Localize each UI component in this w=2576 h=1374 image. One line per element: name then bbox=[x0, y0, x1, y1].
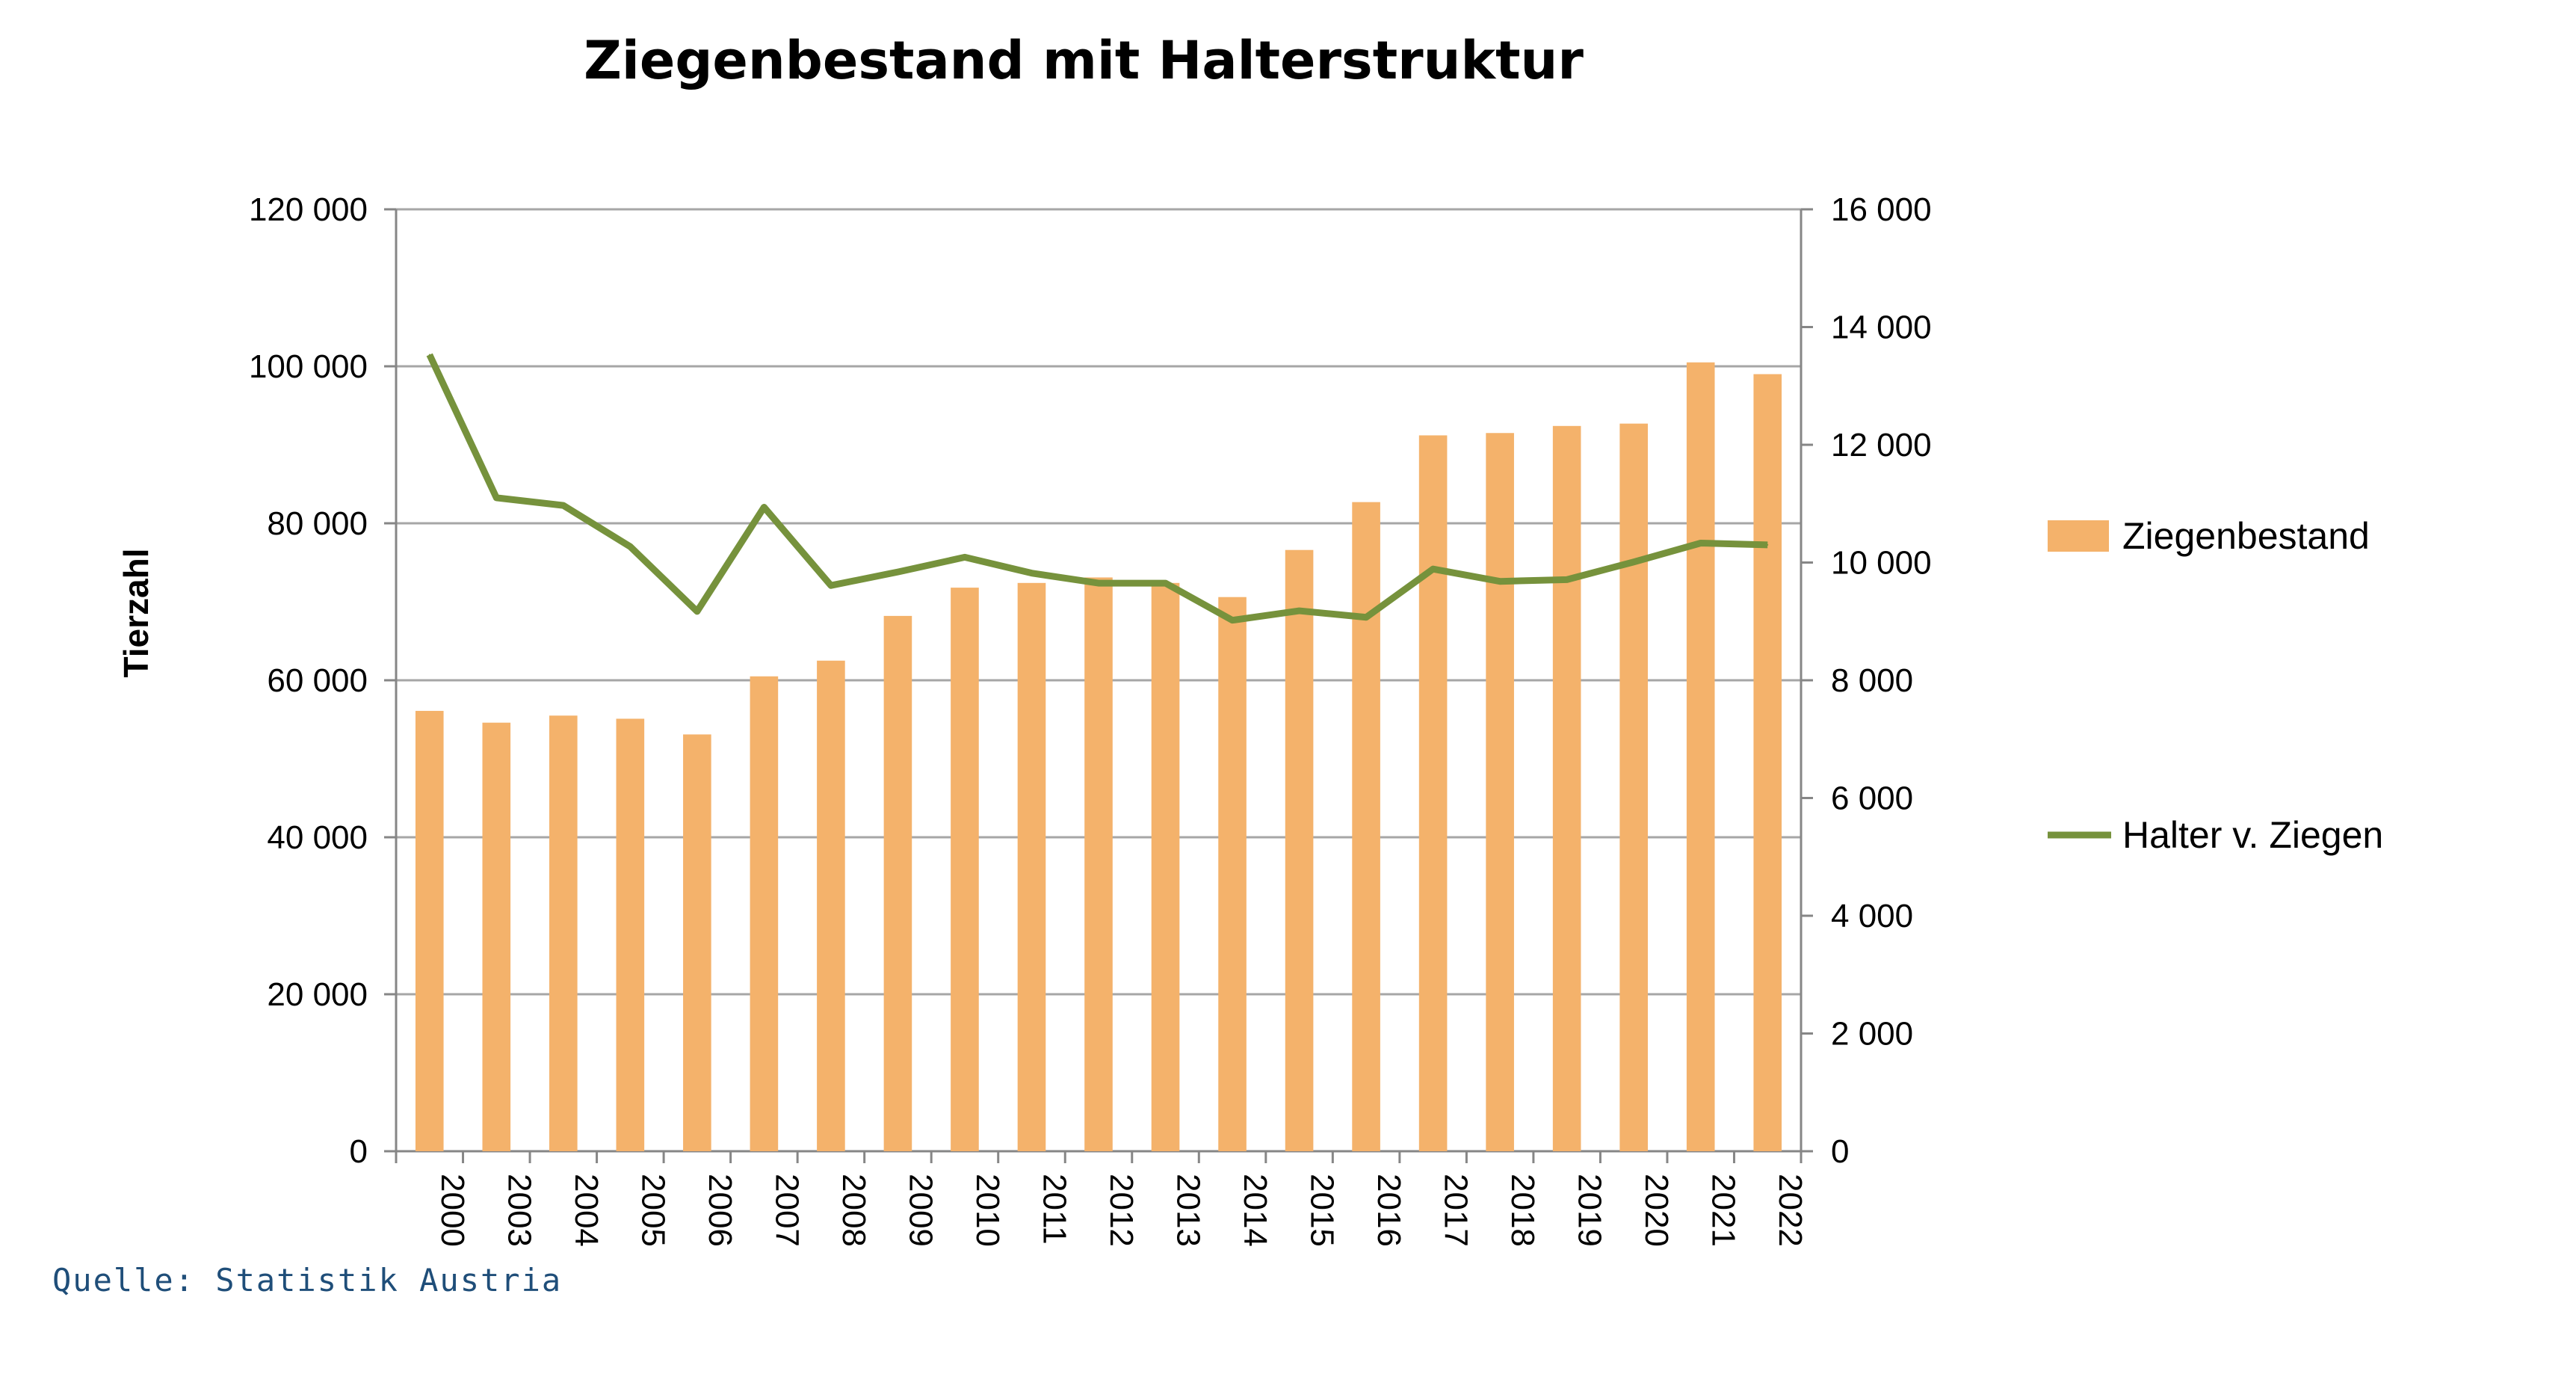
x-tick-label: 2005 bbox=[634, 1174, 671, 1247]
bar bbox=[1552, 425, 1581, 1151]
bar bbox=[1352, 502, 1380, 1151]
y-axis-label: Tierzahl bbox=[117, 549, 155, 678]
bar bbox=[616, 718, 645, 1151]
x-tick-label: 2012 bbox=[1103, 1174, 1140, 1247]
bar bbox=[1151, 582, 1180, 1151]
line-point bbox=[629, 546, 631, 548]
bar bbox=[415, 710, 444, 1151]
bar bbox=[883, 615, 912, 1151]
bar bbox=[951, 588, 979, 1151]
x-tick-label: 2020 bbox=[1638, 1174, 1675, 1247]
bar bbox=[482, 722, 511, 1151]
x-tick-label: 2022 bbox=[1772, 1174, 1809, 1247]
x-tick-label: 2019 bbox=[1572, 1174, 1608, 1247]
y2-tick-label: 12 000 bbox=[1831, 427, 1932, 463]
line-point bbox=[562, 505, 564, 507]
line-point bbox=[1566, 579, 1568, 581]
bar bbox=[1753, 374, 1782, 1151]
bar bbox=[1084, 577, 1113, 1151]
x-tick-label: 2010 bbox=[969, 1174, 1006, 1247]
x-tick-label: 2017 bbox=[1438, 1174, 1474, 1247]
line-point bbox=[963, 556, 966, 558]
x-tick-label: 2003 bbox=[501, 1174, 537, 1247]
line-point bbox=[830, 585, 832, 587]
y-tick-label: 100 000 bbox=[249, 348, 368, 385]
y2-tick-label: 14 000 bbox=[1831, 309, 1932, 346]
line-point bbox=[1499, 580, 1501, 582]
line-point bbox=[1633, 561, 1635, 563]
chart-title: Ziegenbestand mit Halterstruktur bbox=[584, 30, 1584, 91]
bar bbox=[549, 715, 578, 1151]
y-tick-label: 120 000 bbox=[249, 191, 368, 228]
line-point bbox=[763, 506, 765, 508]
x-tick-label: 2018 bbox=[1504, 1174, 1541, 1247]
x-tick-label: 2021 bbox=[1705, 1174, 1742, 1247]
y2-tick-label: 6 000 bbox=[1831, 780, 1913, 817]
legend-label-line: Halter v. Ziegen bbox=[2122, 814, 2383, 856]
line-point bbox=[1298, 610, 1300, 612]
bar bbox=[817, 660, 845, 1151]
y2-tick-label: 10 000 bbox=[1831, 545, 1932, 582]
bar bbox=[1218, 597, 1247, 1151]
bar bbox=[1686, 362, 1715, 1151]
x-tick-label: 2014 bbox=[1237, 1174, 1273, 1247]
x-tick-label: 2000 bbox=[434, 1174, 471, 1247]
x-tick-label: 2015 bbox=[1304, 1174, 1341, 1247]
legend-label-bar: Ziegenbestand bbox=[2122, 515, 2370, 557]
y-tick-label: 0 bbox=[350, 1133, 368, 1170]
line-point bbox=[1164, 582, 1167, 585]
x-tick-label: 2004 bbox=[568, 1174, 605, 1247]
x-tick-label: 2011 bbox=[1036, 1174, 1072, 1245]
source-note: Quelle: Statistik Austria bbox=[52, 1262, 563, 1298]
y2-tick-label: 0 bbox=[1831, 1133, 1849, 1170]
y-tick-label: 80 000 bbox=[267, 505, 368, 542]
x-tick-label: 2008 bbox=[835, 1174, 872, 1247]
line-point bbox=[897, 571, 899, 573]
legend-swatch-bar bbox=[2048, 520, 2109, 552]
line-point bbox=[696, 610, 698, 612]
bar bbox=[1418, 435, 1448, 1151]
x-tick-label: 2013 bbox=[1170, 1174, 1207, 1247]
line-point bbox=[1232, 619, 1234, 621]
line-point bbox=[1767, 543, 1769, 546]
x-tick-label: 2007 bbox=[768, 1174, 805, 1247]
y-tick-label: 40 000 bbox=[267, 819, 368, 856]
bar bbox=[1486, 433, 1514, 1151]
line-point bbox=[1031, 572, 1033, 574]
line-point bbox=[495, 496, 498, 499]
bar bbox=[1017, 582, 1046, 1151]
y-tick-label: 20 000 bbox=[267, 976, 368, 1013]
bar bbox=[683, 734, 711, 1151]
line-point bbox=[1098, 582, 1099, 585]
bar bbox=[750, 676, 779, 1151]
y2-tick-label: 4 000 bbox=[1831, 898, 1913, 934]
y2-tick-label: 16 000 bbox=[1831, 191, 1932, 228]
line-point bbox=[1365, 616, 1368, 618]
bar bbox=[1619, 423, 1648, 1151]
y2-tick-label: 2 000 bbox=[1831, 1016, 1913, 1053]
line-point bbox=[428, 354, 430, 356]
x-tick-label: 2016 bbox=[1371, 1174, 1407, 1247]
y-tick-label: 60 000 bbox=[267, 662, 368, 699]
x-tick-label: 2009 bbox=[902, 1174, 939, 1247]
line-point bbox=[1699, 542, 1702, 544]
x-tick-label: 2006 bbox=[702, 1174, 738, 1247]
bar bbox=[1285, 549, 1314, 1151]
line-point bbox=[1432, 568, 1434, 570]
y2-tick-label: 8 000 bbox=[1831, 662, 1913, 699]
